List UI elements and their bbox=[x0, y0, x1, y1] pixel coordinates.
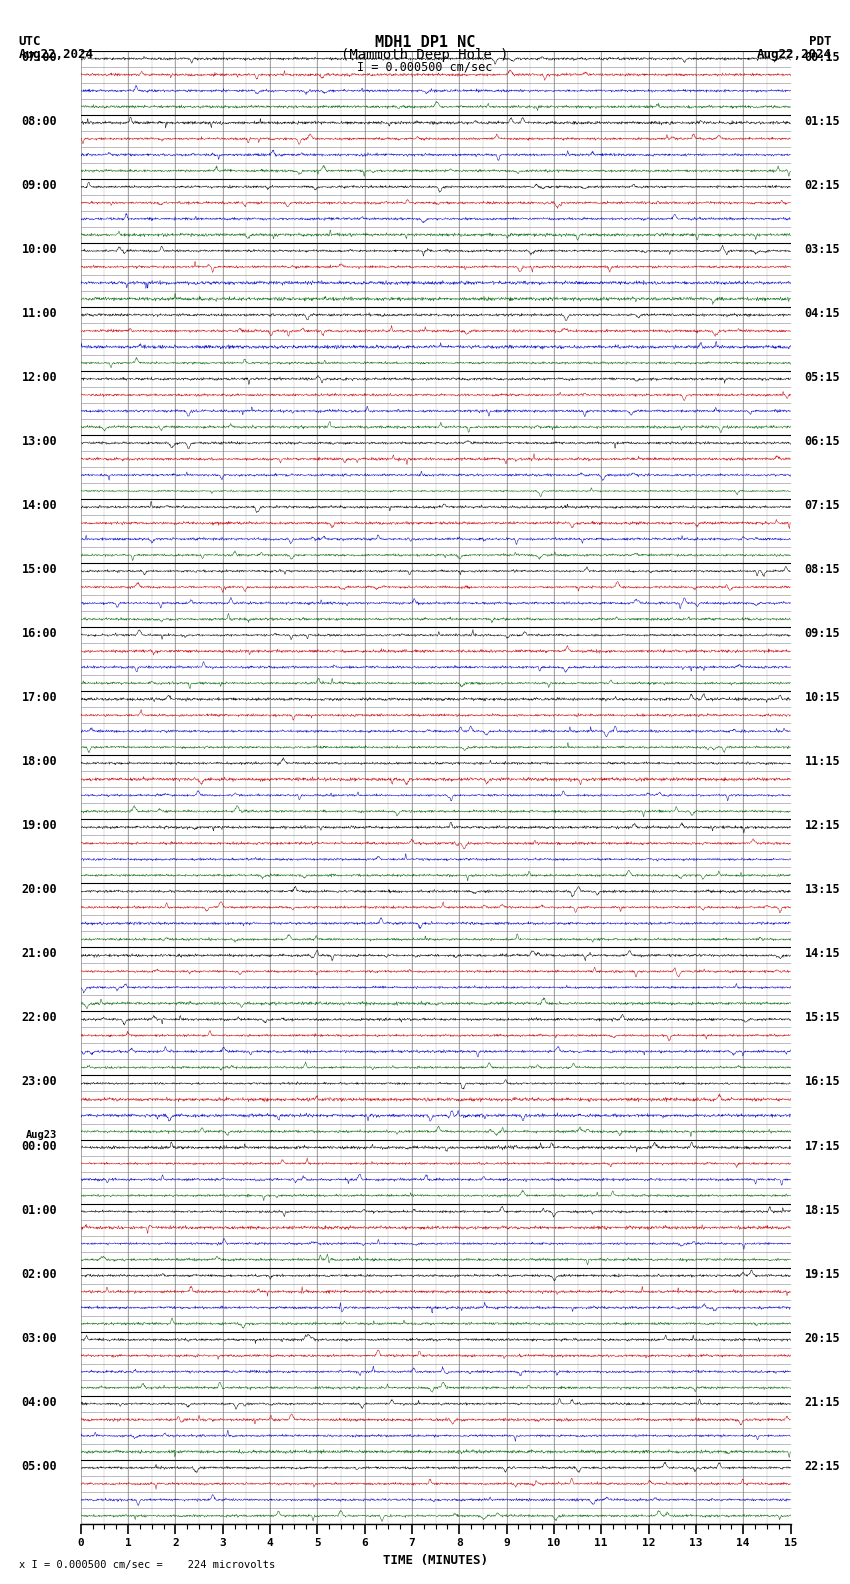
Text: 20:00: 20:00 bbox=[21, 884, 57, 897]
Text: UTC: UTC bbox=[19, 35, 41, 48]
Text: 10:15: 10:15 bbox=[805, 691, 841, 705]
Text: 07:15: 07:15 bbox=[805, 499, 841, 512]
Text: 14:00: 14:00 bbox=[21, 499, 57, 512]
Text: 13:00: 13:00 bbox=[21, 436, 57, 448]
Text: 00:00: 00:00 bbox=[21, 1139, 57, 1153]
Text: 17:15: 17:15 bbox=[805, 1139, 841, 1153]
Text: 11:00: 11:00 bbox=[21, 307, 57, 320]
Text: PDT: PDT bbox=[809, 35, 831, 48]
Text: 06:15: 06:15 bbox=[805, 436, 841, 448]
Text: 09:15: 09:15 bbox=[805, 627, 841, 640]
X-axis label: TIME (MINUTES): TIME (MINUTES) bbox=[383, 1554, 488, 1567]
Text: Aug22,2024: Aug22,2024 bbox=[756, 48, 831, 60]
Text: 01:00: 01:00 bbox=[21, 1204, 57, 1217]
Text: 02:00: 02:00 bbox=[21, 1267, 57, 1280]
Text: 08:00: 08:00 bbox=[21, 114, 57, 128]
Text: 11:15: 11:15 bbox=[805, 756, 841, 768]
Text: 19:00: 19:00 bbox=[21, 819, 57, 832]
Text: 18:15: 18:15 bbox=[805, 1204, 841, 1217]
Text: Aug23: Aug23 bbox=[26, 1129, 57, 1139]
Text: MDH1 DP1 NC: MDH1 DP1 NC bbox=[375, 35, 475, 49]
Text: 05:00: 05:00 bbox=[21, 1460, 57, 1473]
Text: 01:15: 01:15 bbox=[805, 114, 841, 128]
Text: (Mammoth Deep Hole ): (Mammoth Deep Hole ) bbox=[341, 48, 509, 62]
Text: 15:15: 15:15 bbox=[805, 1012, 841, 1025]
Text: 16:00: 16:00 bbox=[21, 627, 57, 640]
Text: 22:00: 22:00 bbox=[21, 1012, 57, 1025]
Text: 15:00: 15:00 bbox=[21, 562, 57, 577]
Text: 03:15: 03:15 bbox=[805, 242, 841, 257]
Text: 03:00: 03:00 bbox=[21, 1332, 57, 1345]
Text: 23:00: 23:00 bbox=[21, 1076, 57, 1088]
Text: 10:00: 10:00 bbox=[21, 242, 57, 257]
Text: 17:00: 17:00 bbox=[21, 691, 57, 705]
Text: 16:15: 16:15 bbox=[805, 1076, 841, 1088]
Text: 22:15: 22:15 bbox=[805, 1460, 841, 1473]
Text: 07:00: 07:00 bbox=[21, 51, 57, 63]
Text: 12:00: 12:00 bbox=[21, 371, 57, 383]
Text: I = 0.000500 cm/sec: I = 0.000500 cm/sec bbox=[357, 60, 493, 73]
Text: 14:15: 14:15 bbox=[805, 947, 841, 960]
Text: 21:00: 21:00 bbox=[21, 947, 57, 960]
Text: 08:15: 08:15 bbox=[805, 562, 841, 577]
Text: 02:15: 02:15 bbox=[805, 179, 841, 192]
Text: 19:15: 19:15 bbox=[805, 1267, 841, 1280]
Text: 04:00: 04:00 bbox=[21, 1396, 57, 1408]
Text: 21:15: 21:15 bbox=[805, 1396, 841, 1408]
Text: 18:00: 18:00 bbox=[21, 756, 57, 768]
Text: 00:15: 00:15 bbox=[805, 51, 841, 63]
Text: x I = 0.000500 cm/sec =    224 microvolts: x I = 0.000500 cm/sec = 224 microvolts bbox=[19, 1560, 275, 1570]
Text: Aug22,2024: Aug22,2024 bbox=[19, 48, 94, 60]
Text: 20:15: 20:15 bbox=[805, 1332, 841, 1345]
Text: 05:15: 05:15 bbox=[805, 371, 841, 383]
Text: 04:15: 04:15 bbox=[805, 307, 841, 320]
Text: 13:15: 13:15 bbox=[805, 884, 841, 897]
Text: 12:15: 12:15 bbox=[805, 819, 841, 832]
Text: 09:00: 09:00 bbox=[21, 179, 57, 192]
